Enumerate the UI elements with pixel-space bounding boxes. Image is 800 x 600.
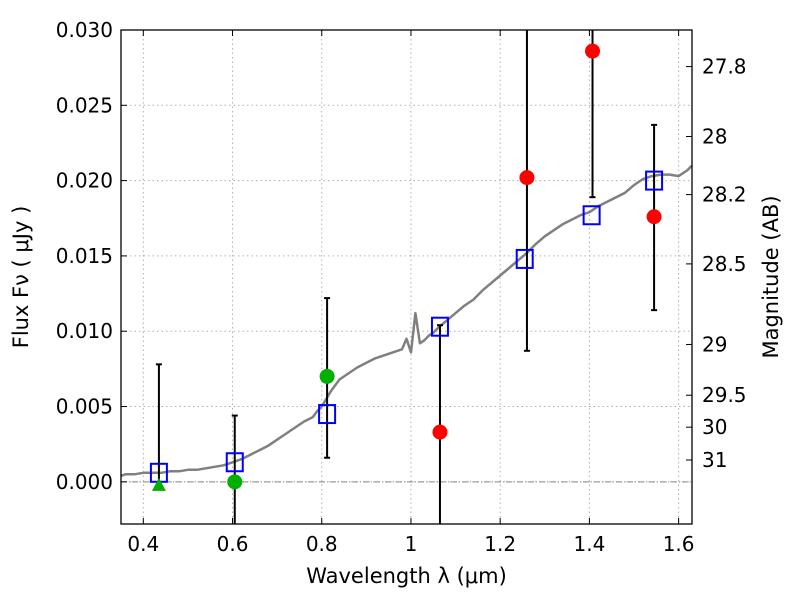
x-tick-label: 1 bbox=[405, 532, 418, 556]
data-point-circle bbox=[319, 368, 335, 384]
y2-tick-label: 30 bbox=[702, 415, 727, 439]
data-point-circle bbox=[585, 43, 601, 59]
model-spectrum-line bbox=[120, 164, 693, 477]
y-tick-label: 0.005 bbox=[56, 395, 113, 419]
x-tick-label: 0.8 bbox=[306, 532, 338, 556]
model-spectrum bbox=[120, 164, 693, 477]
x-tick-label: 0.6 bbox=[217, 532, 249, 556]
model-photometry-square bbox=[225, 452, 244, 473]
grid-lines bbox=[121, 29, 692, 524]
x-tick-label: 0.4 bbox=[127, 532, 159, 556]
y2-tick-label: 28 bbox=[702, 124, 727, 148]
error-bars bbox=[155, 30, 658, 524]
data-point-circle bbox=[227, 474, 243, 490]
model-photometry-square bbox=[645, 170, 664, 191]
plot-frame bbox=[120, 29, 693, 525]
y-tick-label: 0.000 bbox=[56, 470, 113, 494]
y2-tick-label: 27.8 bbox=[702, 55, 747, 79]
y-tick-label: 0.030 bbox=[56, 18, 113, 42]
y2-tick-label: 29 bbox=[702, 332, 727, 356]
y-tick-label: 0.010 bbox=[56, 319, 113, 343]
data-point-circle bbox=[432, 424, 448, 440]
model-photometry-square bbox=[515, 248, 534, 269]
y2-tick-label: 28.2 bbox=[702, 183, 747, 207]
y2-tick-label: 28.5 bbox=[702, 252, 747, 276]
x-tick-label: 1.2 bbox=[484, 532, 516, 556]
x-tick-label: 1.4 bbox=[573, 532, 605, 556]
data-point-circle bbox=[646, 209, 662, 225]
y-axis-label: Flux Fν ( μJy ) bbox=[9, 206, 33, 349]
y-tick-label: 0.015 bbox=[56, 244, 113, 268]
model-photometry-square bbox=[318, 404, 337, 425]
y2-axis-label: Magnitude (AB) bbox=[759, 195, 783, 358]
data-point-circle bbox=[519, 170, 535, 186]
y-tick-label: 0.020 bbox=[56, 169, 113, 193]
model-photometry-square bbox=[582, 205, 601, 226]
y2-tick-label: 29.5 bbox=[702, 383, 747, 407]
y-tick-label: 0.025 bbox=[56, 93, 113, 117]
model-photometry-square bbox=[430, 316, 449, 337]
x-axis-label: Wavelength λ (μm) bbox=[306, 564, 507, 588]
y2-tick-label: 31 bbox=[702, 448, 727, 472]
data-point-triangle bbox=[151, 477, 166, 491]
data-markers bbox=[149, 43, 664, 491]
x-tick-label: 1.6 bbox=[663, 532, 695, 556]
axis-ticks: 0.4 0.6 0.8 1 1.2 1.4 1.6 0.000 0.005 0.010 0.015 0… bbox=[56, 18, 747, 556]
